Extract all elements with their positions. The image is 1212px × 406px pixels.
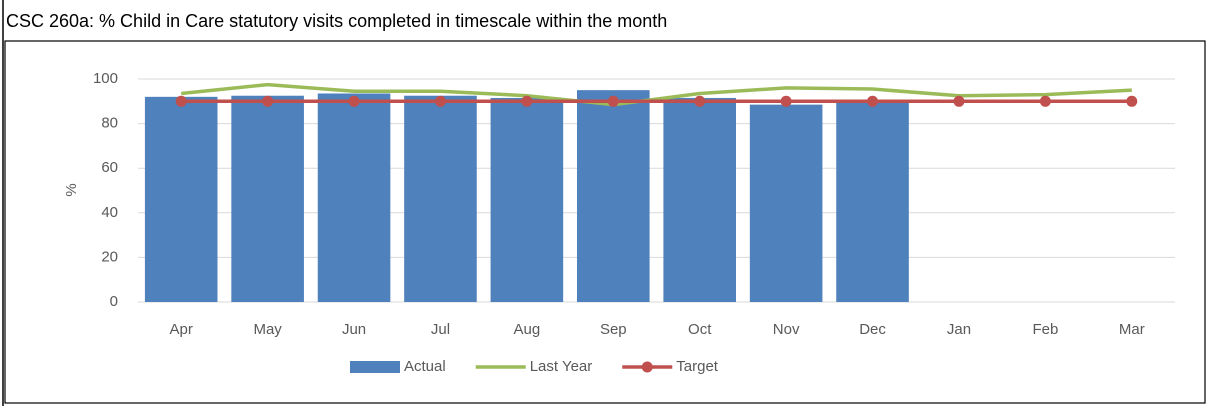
bar xyxy=(836,100,909,302)
y-tick-label: 80 xyxy=(101,115,118,132)
legend-marker xyxy=(641,361,653,373)
legend-swatch xyxy=(350,361,400,373)
x-tick-label: Apr xyxy=(170,321,193,338)
marker xyxy=(780,95,792,107)
chart-frame xyxy=(4,40,1206,404)
marker xyxy=(434,95,446,107)
marker xyxy=(694,95,706,107)
x-tick-label: Sep xyxy=(600,321,627,338)
x-tick-label: Mar xyxy=(1119,321,1145,338)
y-tick-label: 100 xyxy=(93,70,118,87)
chart-title: CSC 260a: % Child in Care statutory visi… xyxy=(6,11,667,31)
legend-label: Target xyxy=(676,358,719,375)
x-tick-label: Jun xyxy=(342,321,366,338)
marker xyxy=(175,95,187,107)
bar xyxy=(317,93,391,303)
marker xyxy=(867,95,879,107)
legend-label: Last Year xyxy=(530,358,593,375)
bar xyxy=(663,97,737,302)
y-tick-label: 20 xyxy=(101,248,118,265)
y-tick-label: 60 xyxy=(101,159,118,176)
marker xyxy=(1039,95,1051,107)
bar xyxy=(144,96,218,302)
x-tick-label: Nov xyxy=(773,321,800,338)
x-tick-label: Feb xyxy=(1032,321,1058,338)
marker xyxy=(1126,95,1138,107)
bar xyxy=(404,95,477,302)
y-axis-label: % xyxy=(63,183,80,196)
bar xyxy=(231,95,304,302)
marker xyxy=(607,95,619,107)
y-tick-label: 0 xyxy=(110,293,118,310)
y-tick-label: 40 xyxy=(101,204,118,221)
marker xyxy=(262,95,274,107)
marker xyxy=(348,95,360,107)
x-tick-label: Dec xyxy=(859,321,886,338)
bar xyxy=(576,90,650,303)
x-tick-label: Aug xyxy=(514,321,541,338)
bar xyxy=(749,104,823,303)
x-tick-label: Jan xyxy=(947,321,971,338)
marker xyxy=(953,95,965,107)
x-tick-label: May xyxy=(253,321,282,338)
line xyxy=(181,82,1132,107)
marker xyxy=(521,95,533,107)
x-tick-label: Oct xyxy=(688,321,712,338)
legend-label: Actual xyxy=(404,358,446,375)
x-tick-label: Jul xyxy=(431,321,450,338)
bar xyxy=(490,97,564,302)
